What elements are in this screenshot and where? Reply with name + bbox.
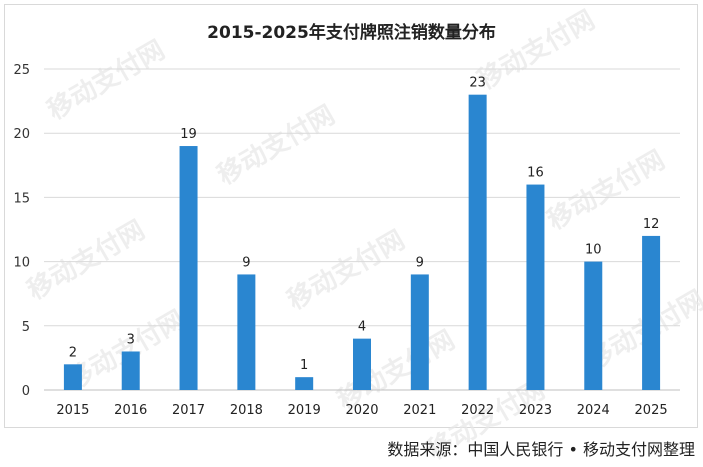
- chart-frame: [4, 4, 698, 428]
- data-label: 12: [643, 217, 660, 232]
- data-label: 9: [416, 255, 424, 270]
- data-label: 23: [469, 76, 486, 91]
- x-tick-label: 2020: [345, 403, 378, 418]
- bar: [353, 338, 371, 390]
- bar: [295, 377, 314, 390]
- x-tick-label: 2022: [461, 403, 494, 418]
- data-label: 10: [585, 243, 602, 258]
- data-label: 1: [300, 358, 308, 373]
- y-tick-label: 0: [22, 384, 30, 399]
- y-tick-label: 20: [13, 127, 30, 142]
- bar: [237, 274, 256, 390]
- chart-title: 2015-2025年支付牌照注销数量分布: [207, 23, 496, 43]
- bar: [410, 274, 429, 390]
- source-note: 数据来源：中国人民银行 • 移动支付网整理: [387, 440, 695, 459]
- bar: [584, 261, 603, 390]
- y-tick-label: 10: [13, 256, 30, 271]
- bar: [642, 235, 661, 390]
- y-tick-label: 5: [22, 320, 30, 335]
- y-tick-label: 25: [13, 63, 30, 78]
- data-label: 2: [69, 345, 77, 360]
- data-label: 16: [527, 166, 544, 181]
- x-tick-label: 2024: [577, 403, 610, 418]
- x-tick-label: 2016: [114, 403, 147, 418]
- y-tick-label: 15: [13, 191, 30, 206]
- bar: [526, 184, 545, 390]
- data-label: 3: [127, 332, 135, 347]
- x-tick-label: 2019: [288, 403, 321, 418]
- bar: [63, 364, 82, 390]
- bar: [468, 94, 487, 391]
- x-tick-label: 2018: [230, 403, 263, 418]
- data-label: 4: [358, 320, 366, 335]
- data-label: 19: [180, 127, 197, 142]
- x-tick-label: 2023: [519, 403, 552, 418]
- bar: [179, 146, 198, 390]
- x-tick-label: 2021: [403, 403, 436, 418]
- x-tick-label: 2025: [635, 403, 668, 418]
- bar: [121, 351, 140, 390]
- x-tick-label: 2015: [56, 403, 89, 418]
- data-label: 9: [242, 255, 250, 270]
- x-tick-label: 2017: [172, 403, 205, 418]
